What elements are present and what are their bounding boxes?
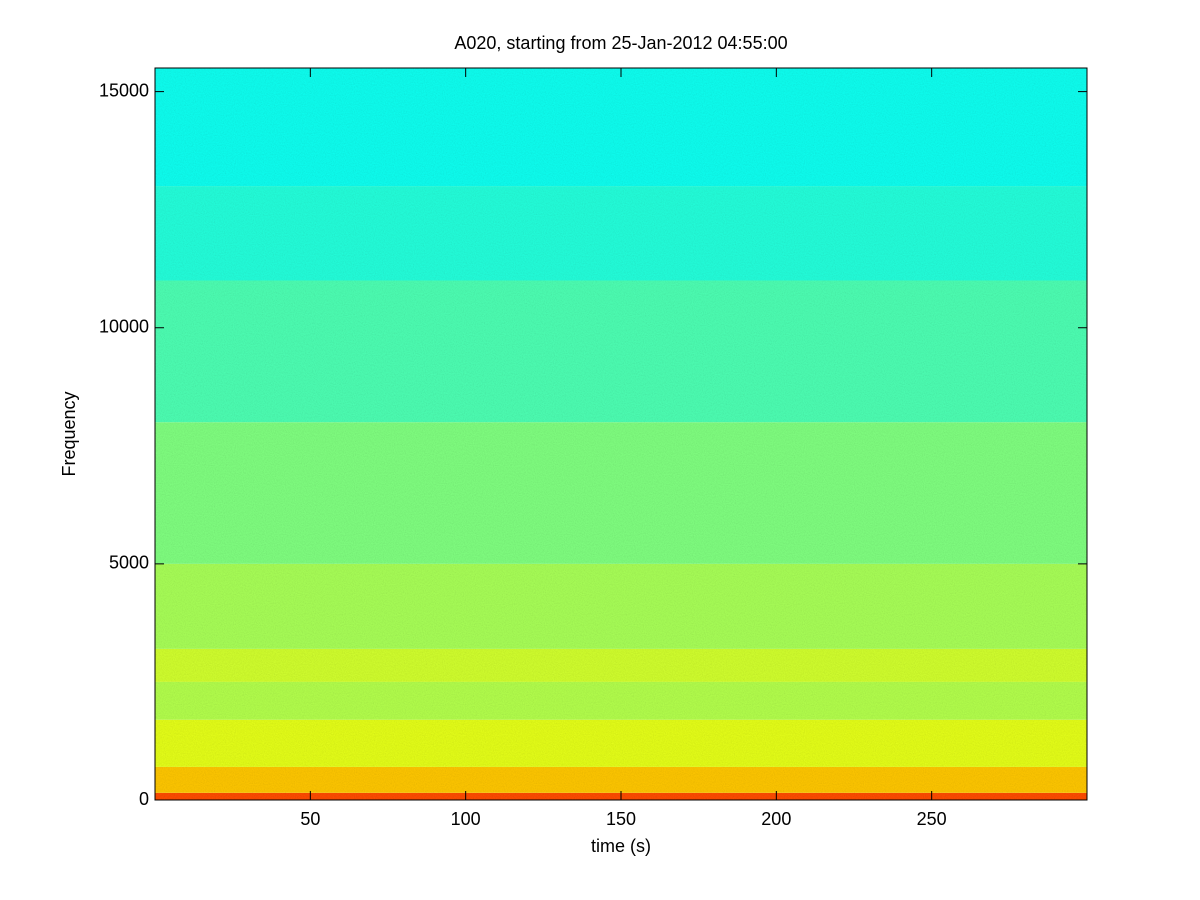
y-tick-label: 15000 [99,80,149,100]
x-tick-label: 200 [761,809,791,829]
frequency-band [155,563,1087,649]
x-tick-label: 250 [917,809,947,829]
chart-title: A020, starting from 25-Jan-2012 04:55:00 [454,33,787,53]
frequency-band [155,648,1087,682]
x-axis-label: time (s) [591,836,651,856]
x-tick-label: 150 [606,809,636,829]
frequency-band [155,68,1087,187]
x-tick-label: 100 [451,809,481,829]
spectrogram [155,68,1087,800]
y-tick-label: 5000 [109,553,149,573]
y-tick-label: 10000 [99,316,149,336]
frequency-band [155,422,1087,564]
y-tick-label: 0 [139,789,149,809]
frequency-band [155,186,1087,281]
y-axis-label: Frequency [59,391,79,476]
frequency-band [155,280,1087,423]
x-tick-label: 50 [300,809,320,829]
frequency-band [155,719,1087,767]
frequency-band [155,766,1087,793]
frequency-band [155,681,1087,720]
